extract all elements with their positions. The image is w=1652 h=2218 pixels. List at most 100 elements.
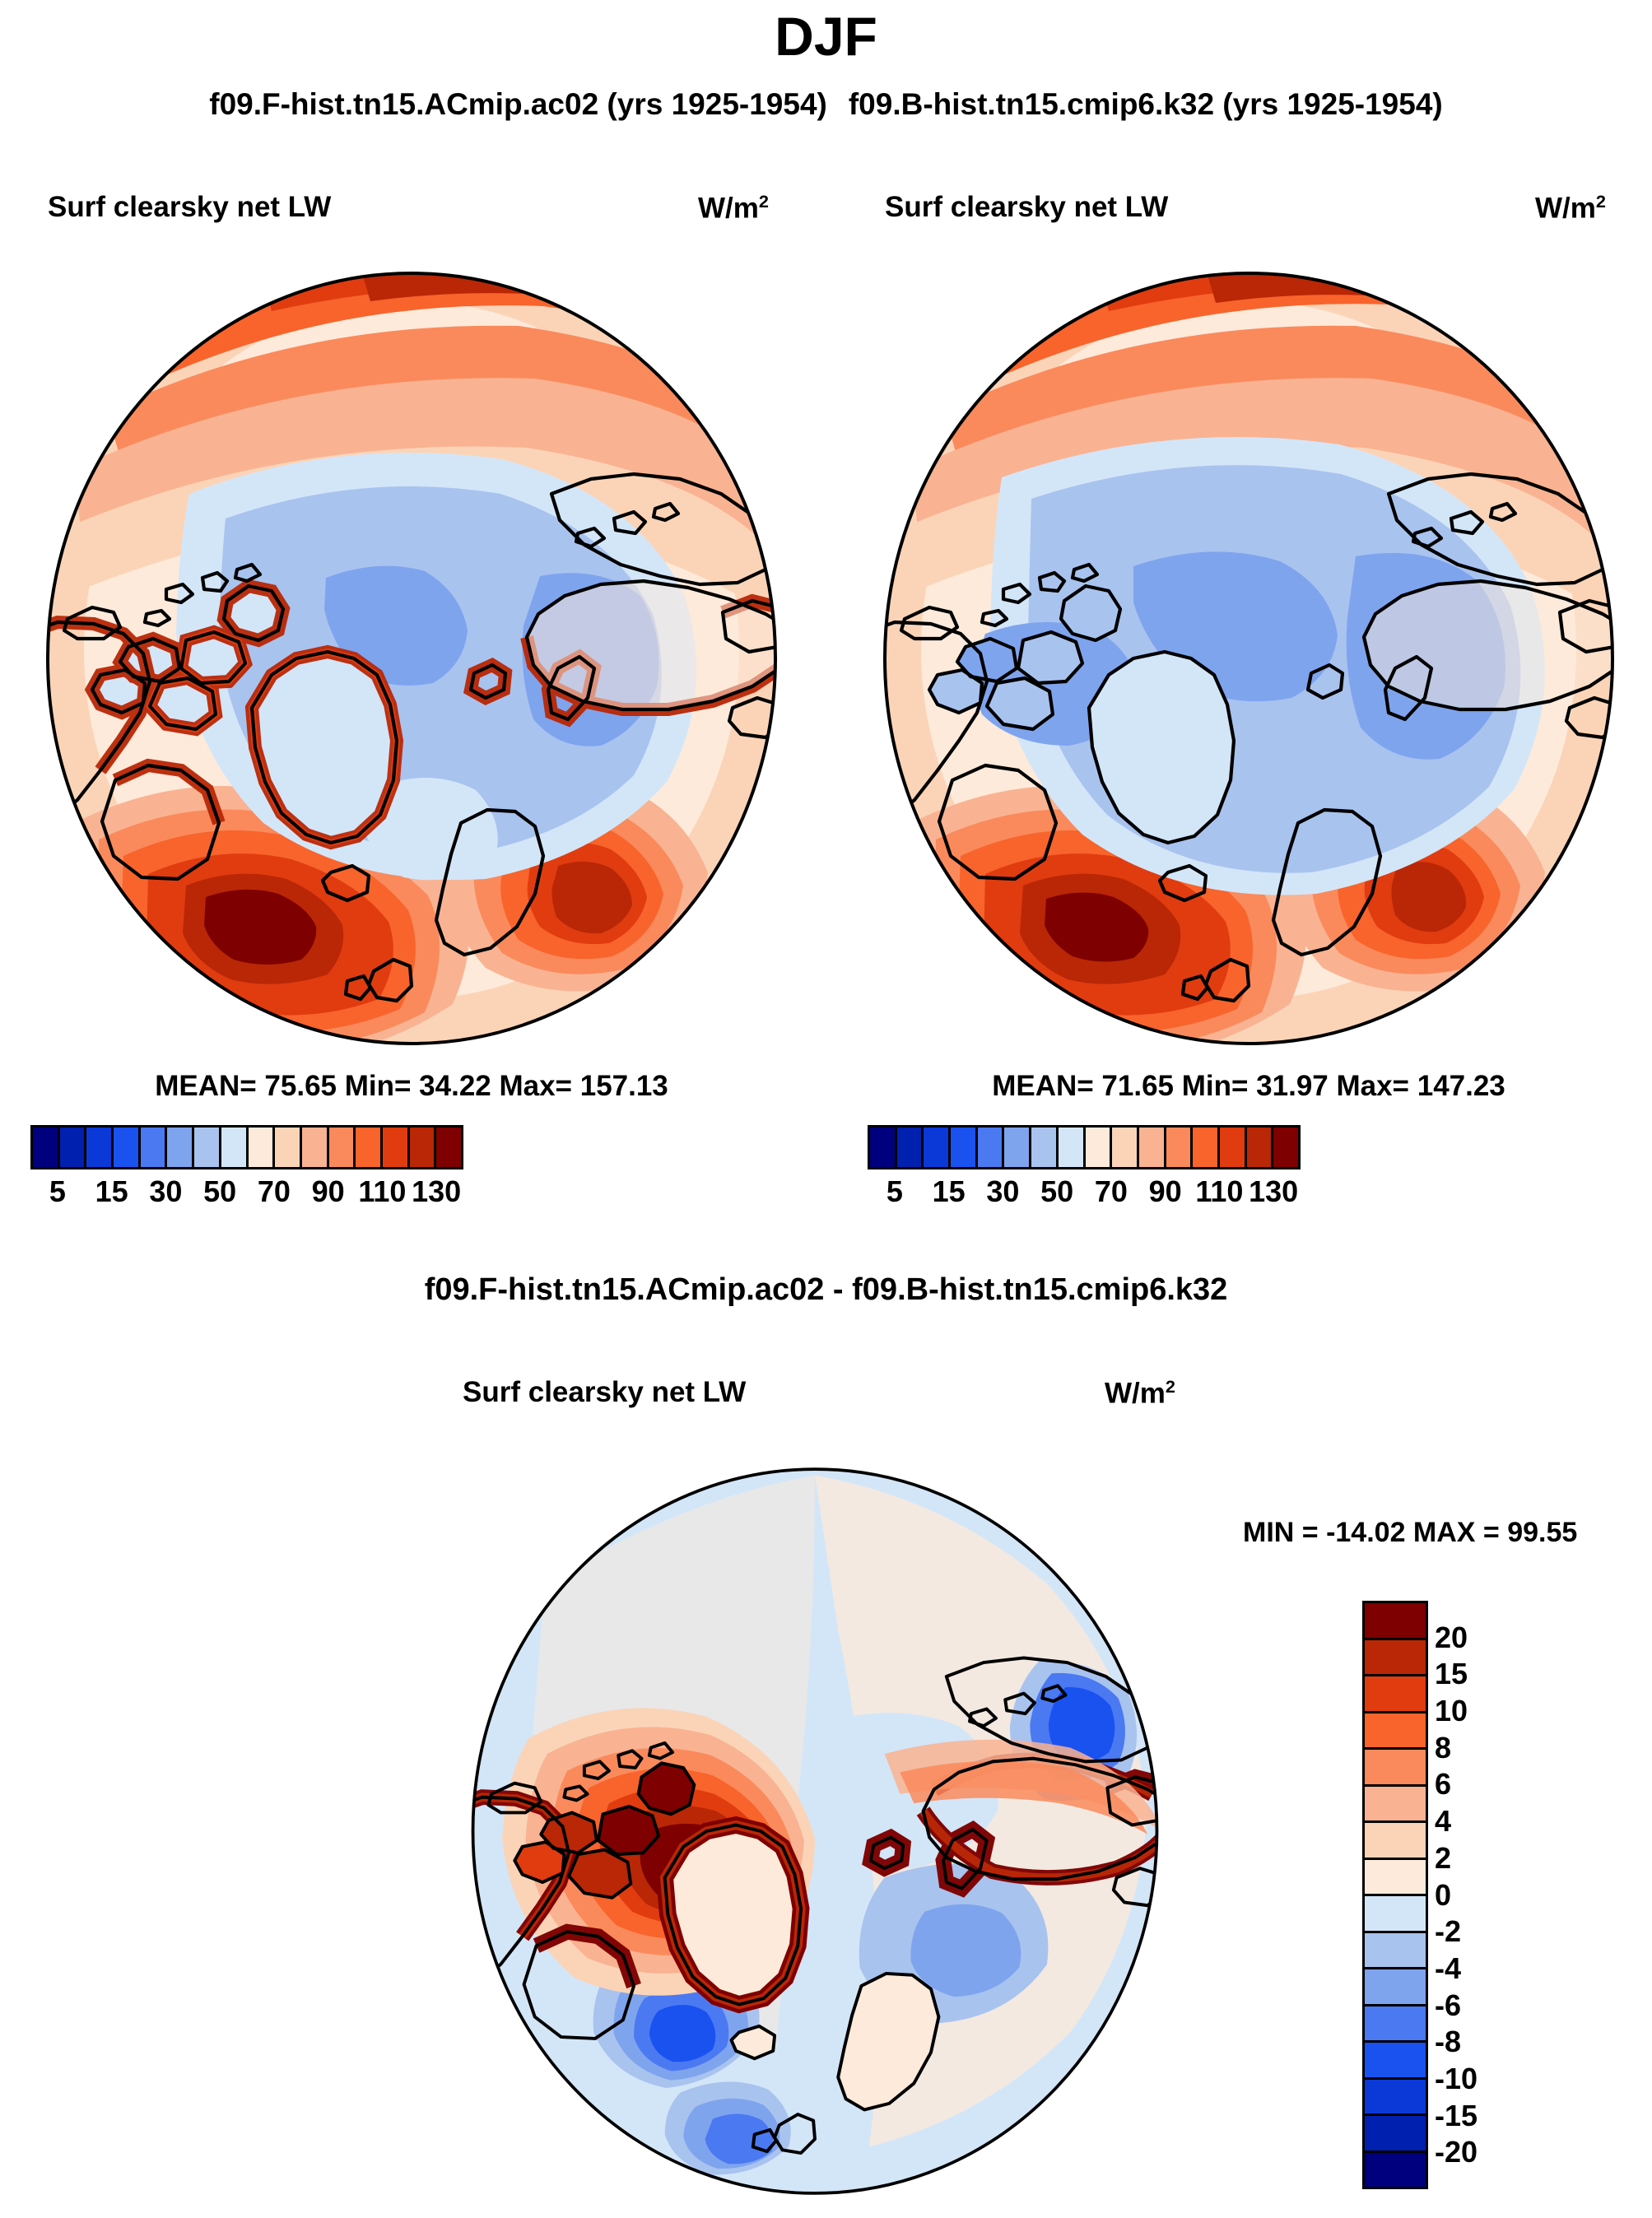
colorbar-tick-label: -20 xyxy=(1435,2135,1478,2169)
colorbar-cell xyxy=(436,1128,461,1167)
colorbar-cell xyxy=(1365,1823,1426,1860)
colorbar-tick-label: 5 xyxy=(886,1174,903,1208)
colorbar-cell xyxy=(1365,1603,1426,1640)
colorbar-cell xyxy=(1085,1128,1113,1167)
colorbar-cell xyxy=(194,1128,221,1167)
colorbar-tick-label: 110 xyxy=(358,1174,407,1208)
colorbar-cell xyxy=(1365,2116,1426,2153)
colorbar-cell xyxy=(977,1128,1005,1167)
colorbar-cell xyxy=(1058,1128,1086,1167)
colorbar-tick-label: 6 xyxy=(1435,1767,1452,1802)
colorbar-tick-label: 50 xyxy=(1040,1174,1074,1208)
map-diff[interactable] xyxy=(428,1444,1202,2218)
panel-header-diff: Surf clearsky net LW W/m2 xyxy=(463,1376,1236,1414)
colorbar-cell xyxy=(1365,1713,1426,1750)
colorbar-cell xyxy=(1246,1128,1274,1167)
case-titles-row: f09.F-hist.tn15.ACmip.ac02 (yrs 1925-195… xyxy=(0,87,1652,122)
colorbar-tick-label: -6 xyxy=(1435,1988,1462,2022)
colorbar-tick-label: 30 xyxy=(986,1174,1020,1208)
colorbar-right-swatches xyxy=(868,1125,1301,1169)
colorbar-diff-swatches xyxy=(1362,1601,1428,2189)
colorbar-cell xyxy=(1365,2043,1426,2080)
field-name-diff: Surf clearsky net LW xyxy=(463,1376,747,1408)
colorbar-cell xyxy=(1031,1128,1059,1167)
page-title: DJF xyxy=(775,6,877,67)
colorbar-cell xyxy=(1365,1786,1426,1823)
colorbar-tick-label: 130 xyxy=(412,1174,462,1208)
colorbar-cell xyxy=(1273,1128,1298,1167)
colorbar-tick-label: 130 xyxy=(1249,1174,1299,1208)
colorbar-cell xyxy=(1365,2152,1426,2187)
colorbar-tick-label: 20 xyxy=(1435,1620,1468,1654)
map-right[interactable] xyxy=(862,247,1636,1070)
units-label-diff: W/m2 xyxy=(1105,1376,1175,1410)
colorbar-cell xyxy=(1365,1750,1426,1787)
colorbar-cell xyxy=(924,1128,952,1167)
units-label-left: W/m2 xyxy=(698,191,769,225)
colorbar-cell xyxy=(1365,1676,1426,1713)
colorbar-tick-label: 0 xyxy=(1435,1877,1452,1912)
colorbar-cell xyxy=(33,1128,60,1167)
colorbar-cell xyxy=(59,1128,87,1167)
colorbar-cell xyxy=(1112,1128,1139,1167)
colorbar-tick-label: 15 xyxy=(95,1174,128,1208)
colorbar-cell xyxy=(301,1128,329,1167)
colorbar-tick-label: 8 xyxy=(1435,1730,1452,1765)
colorbar-cell xyxy=(1365,2006,1426,2043)
colorbar-tick-label: 110 xyxy=(1195,1174,1244,1208)
panel-header-left: Surf clearsky net LW W/m2 xyxy=(48,191,813,229)
colorbar-left-swatches xyxy=(30,1125,463,1169)
colorbar-tick-label: 15 xyxy=(1435,1657,1468,1691)
colorbar-tick-label: 30 xyxy=(149,1174,183,1208)
colorbar-left[interactable]: 5 15 30 50 70 90 110 130 xyxy=(30,1125,463,1208)
colorbar-tick-label: 90 xyxy=(311,1174,345,1208)
colorbar-cell xyxy=(167,1128,195,1167)
colorbar-right[interactable]: 5 15 30 50 70 90 110 130 xyxy=(868,1125,1301,1208)
colorbar-cell xyxy=(1365,1969,1426,2006)
colorbar-diff-ticks: 20 15 10 8 6 4 2 0 -2 -4 -6 -8 -10 -15 -20 xyxy=(1435,1601,1558,2189)
colorbar-cell xyxy=(275,1128,302,1167)
colorbar-cell xyxy=(1365,1896,1426,1933)
diff-title: f09.F-hist.tn15.ACmip.ac02 - f09.B-hist.… xyxy=(424,1272,1228,1307)
colorbar-tick-label: 70 xyxy=(257,1174,291,1208)
colorbar-tick-label: -2 xyxy=(1435,1914,1462,1949)
colorbar-tick-label: 4 xyxy=(1435,1804,1452,1839)
stats-right: MEAN= 71.65 Min= 31.97 Max= 147.23 xyxy=(992,1070,1505,1102)
colorbar-tick-label: 70 xyxy=(1094,1174,1128,1208)
colorbar-cell xyxy=(328,1128,356,1167)
colorbar-diff[interactable]: 20 15 10 8 6 4 2 0 -2 -4 -6 -8 -10 -15 -20 xyxy=(1362,1601,1560,2189)
field-name-right: Surf clearsky net LW xyxy=(885,191,1169,223)
colorbar-cell xyxy=(140,1128,168,1167)
colorbar-cell xyxy=(951,1128,978,1167)
map-left[interactable] xyxy=(25,247,798,1070)
colorbar-cell xyxy=(1138,1128,1166,1167)
stats-left: MEAN= 75.65 Min= 34.22 Max= 157.13 xyxy=(155,1070,668,1102)
colorbar-tick-label: 10 xyxy=(1435,1694,1468,1728)
colorbar-cell xyxy=(1365,2079,1426,2116)
colorbar-tick-label: -15 xyxy=(1435,2098,1478,2132)
colorbar-tick-label: 90 xyxy=(1148,1174,1182,1208)
colorbar-tick-label: 50 xyxy=(203,1174,237,1208)
colorbar-cell xyxy=(1193,1128,1220,1167)
colorbar-cell xyxy=(1004,1128,1032,1167)
colorbar-tick-label: 5 xyxy=(49,1174,66,1208)
case-title-left: f09.F-hist.tn15.ACmip.ac02 (yrs 1925-195… xyxy=(209,87,827,121)
map-left-svg xyxy=(46,272,777,1045)
units-label-right: W/m2 xyxy=(1535,191,1606,225)
colorbar-cell xyxy=(896,1128,924,1167)
field-name-left: Surf clearsky net LW xyxy=(48,191,332,223)
map-right-svg xyxy=(883,272,1614,1045)
colorbar-cell xyxy=(1166,1128,1194,1167)
colorbar-tick-label: 15 xyxy=(932,1174,966,1208)
colorbar-cell xyxy=(409,1128,437,1167)
map-diff-svg xyxy=(471,1467,1159,2195)
colorbar-cell xyxy=(1219,1128,1247,1167)
colorbar-cell xyxy=(382,1128,410,1167)
colorbar-cell xyxy=(248,1128,276,1167)
case-title-right: f09.B-hist.tn15.cmip6.k32 (yrs 1925-1954… xyxy=(848,87,1443,121)
colorbar-cell xyxy=(1365,1639,1426,1676)
colorbar-tick-label: 2 xyxy=(1435,1840,1452,1875)
colorbar-cell xyxy=(221,1128,249,1167)
colorbar-cell xyxy=(86,1128,114,1167)
diff-minmax-label: MIN = -14.02 MAX = 99.55 xyxy=(1243,1517,1578,1548)
